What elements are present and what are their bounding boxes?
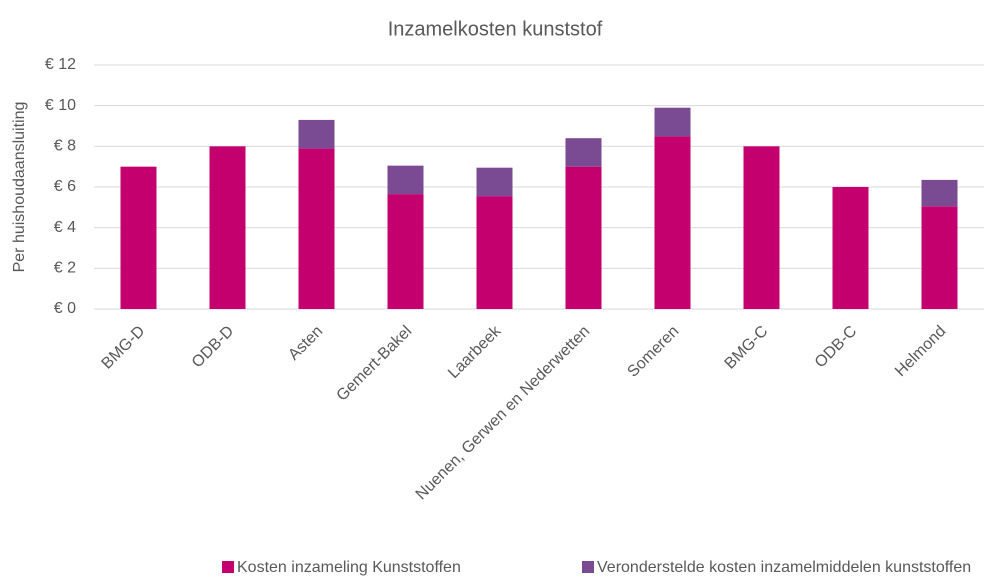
bar-segment	[743, 146, 780, 309]
y-axis-label: Per huishoudaansluiting	[11, 102, 28, 273]
bar-segment	[654, 107, 691, 137]
bar-segment	[832, 187, 869, 309]
bar-segment	[921, 179, 958, 207]
x-tick-label: Laarbeek	[445, 322, 505, 382]
bar-segment	[387, 194, 424, 309]
x-tick-label: Nuenen, Gerwen en Nederwetten	[413, 323, 594, 504]
legend-swatch	[222, 561, 234, 573]
y-tick-label: € 6	[54, 178, 76, 195]
y-tick-label: € 0	[54, 300, 76, 317]
x-tick-label: Gemert-Bakel	[333, 323, 415, 405]
legend-swatch	[582, 561, 594, 573]
x-tick-label: BMG-C	[722, 323, 772, 373]
x-tick-label: ODB-D	[189, 323, 237, 371]
bar-segment	[298, 148, 335, 309]
y-tick-label: € 2	[54, 260, 76, 277]
bar-segment	[209, 146, 246, 309]
bar-segment	[654, 136, 691, 309]
y-tick-label: € 12	[45, 56, 76, 73]
y-tick-label: € 4	[54, 219, 76, 236]
x-tick-label: Someren	[624, 323, 682, 381]
y-tick-label: € 10	[45, 97, 76, 114]
bar-segment	[298, 119, 335, 149]
y-tick-label: € 8	[54, 138, 76, 155]
bar-segment	[565, 138, 602, 167]
x-tick-label: Asten	[285, 323, 326, 364]
bar-segment	[387, 165, 424, 195]
chart-title: Inzamelkosten kunststof	[388, 18, 603, 40]
bar-segment	[476, 196, 513, 309]
bar-segment	[565, 166, 602, 309]
bar-segment	[476, 167, 513, 197]
bar-segment	[921, 206, 958, 309]
legend-label: Kosten inzameling Kunststoffen	[237, 559, 461, 576]
bar-segment	[120, 166, 157, 309]
legend-label: Veronderstelde kosten inzamelmiddelen ku…	[597, 559, 971, 576]
x-tick-label: ODB-C	[812, 323, 860, 371]
x-tick-label: BMG-D	[99, 323, 149, 373]
x-tick-label: Helmond	[892, 323, 949, 380]
